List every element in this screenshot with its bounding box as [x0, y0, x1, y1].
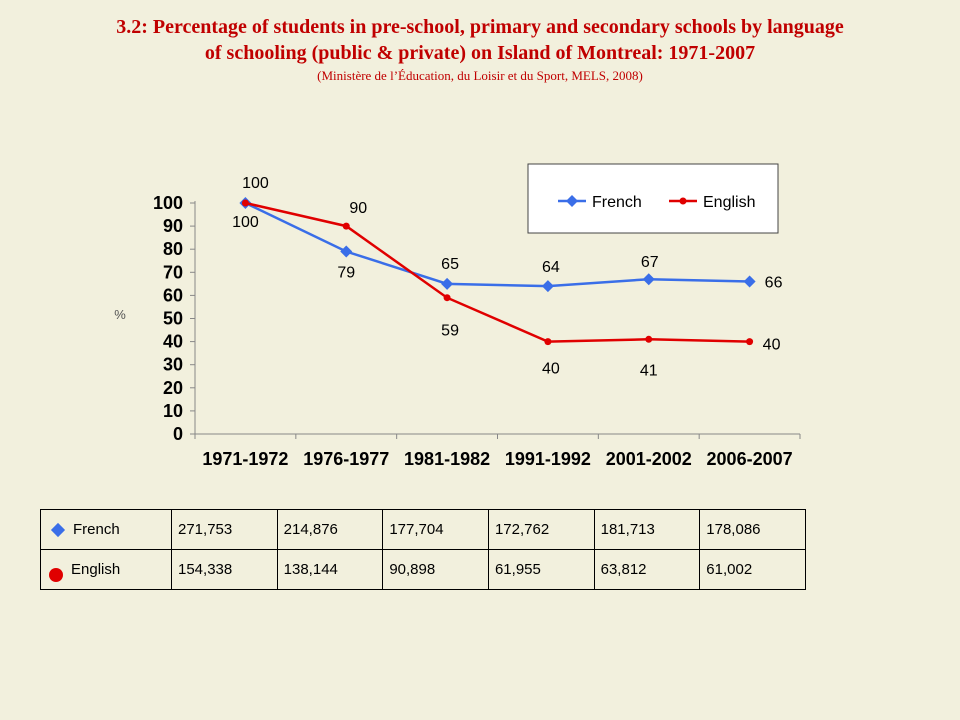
- table-cell: 63,812: [593, 549, 701, 590]
- data-table: French 271,753 214,876 177,704 172,762 1…: [40, 509, 806, 590]
- title-line-1: 3.2: Percentage of students in pre-schoo…: [116, 16, 844, 38]
- y-tick-label: 30: [163, 355, 183, 375]
- data-label-french: 66: [765, 275, 783, 292]
- data-label-french: 100: [232, 214, 259, 231]
- x-tick-label: 1991-1992: [505, 449, 591, 469]
- x-tick-label: 1971-1972: [202, 449, 288, 469]
- chart-title: 3.2: Percentage of students in pre-schoo…: [0, 14, 960, 66]
- x-tick-label: 2001-2002: [606, 449, 692, 469]
- data-label-french: 67: [641, 254, 659, 271]
- table-cell: 90,898: [382, 549, 489, 590]
- row-label-english: English: [40, 549, 172, 590]
- chart-subtitle: (Ministère de l’Éducation, du Loisir et …: [317, 68, 643, 83]
- data-point-french: [441, 277, 454, 290]
- table-cell: 181,713: [593, 509, 701, 550]
- y-tick-label: 0: [173, 424, 183, 444]
- y-tick-label: 40: [163, 332, 183, 352]
- table-cell: 214,876: [276, 509, 384, 550]
- data-label-english: 40: [763, 337, 781, 354]
- series-line-english: [245, 201, 750, 343]
- data-point-english: [746, 338, 754, 346]
- table-cell: 154,338: [171, 549, 278, 590]
- data-label-english: 59: [441, 323, 459, 340]
- data-label-english: 40: [542, 361, 560, 378]
- data-point-english: [241, 199, 249, 207]
- y-tick-label: 90: [163, 216, 183, 236]
- table-cell: 177,704: [382, 509, 489, 550]
- data-label-english: 90: [349, 200, 367, 217]
- data-point-french: [642, 273, 655, 286]
- y-tick-label: 50: [163, 309, 183, 329]
- diamond-marker-icon: [50, 522, 66, 538]
- legend-label-english: English: [703, 194, 755, 211]
- table-row-english: English 154,338 138,144 90,898 61,955 63…: [40, 549, 806, 590]
- data-label-french: 64: [542, 259, 560, 276]
- row-label-text: English: [71, 560, 121, 578]
- table-row-french: French 271,753 214,876 177,704 172,762 1…: [40, 509, 806, 550]
- data-point-french: [743, 275, 756, 288]
- legend-marker-english: [679, 197, 687, 205]
- data-label-english: 41: [640, 362, 658, 379]
- table-cell: 61,002: [699, 549, 806, 590]
- title-line-2: of schooling (public & private) on Islan…: [204, 42, 756, 64]
- y-tick-label: 60: [163, 285, 183, 305]
- y-tick-label: 10: [163, 401, 183, 421]
- row-label-text: French: [73, 521, 120, 538]
- x-tick-label: 2006-2007: [707, 449, 793, 469]
- data-point-english: [443, 294, 451, 302]
- table-cell: 178,086: [699, 509, 806, 550]
- legend-marker-french: [566, 195, 578, 207]
- y-tick-label: 100: [153, 193, 183, 213]
- table-cell: 172,762: [487, 509, 595, 550]
- data-point-english: [645, 335, 653, 343]
- data-point-french: [340, 245, 353, 258]
- y-axis-label: %: [114, 307, 126, 322]
- line-chart: 0 10 20 30 40 50 60 70 80 90 100 1971-1972 1976-1977…: [114, 163, 801, 469]
- table-cell: 61,955: [487, 549, 595, 590]
- y-tick-label: 80: [163, 239, 183, 259]
- series-line-french: [244, 201, 750, 288]
- data-label-french: 79: [337, 265, 355, 282]
- row-label-french: French: [40, 509, 172, 550]
- data-label-french: 65: [441, 256, 459, 273]
- legend-label-french: French: [592, 194, 642, 211]
- circle-marker-icon: [49, 567, 63, 582]
- table-cell: 271,753: [171, 509, 278, 550]
- data-label-english: 100: [242, 175, 269, 192]
- x-tick-label: 1981-1982: [404, 449, 490, 469]
- x-tick-label: 1976-1977: [303, 449, 389, 469]
- data-point-french: [541, 280, 554, 293]
- data-point-english: [342, 222, 350, 230]
- y-tick-label: 20: [163, 378, 183, 398]
- y-tick-label: 70: [163, 262, 183, 282]
- data-point-english: [544, 338, 552, 346]
- table-cell: 138,144: [276, 549, 384, 590]
